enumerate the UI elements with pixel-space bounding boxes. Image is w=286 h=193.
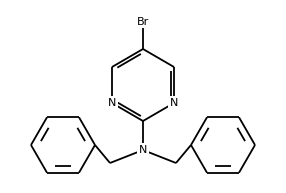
Text: N: N (170, 98, 178, 108)
Text: N: N (139, 145, 147, 155)
Text: Br: Br (137, 17, 149, 27)
Text: N: N (108, 98, 116, 108)
